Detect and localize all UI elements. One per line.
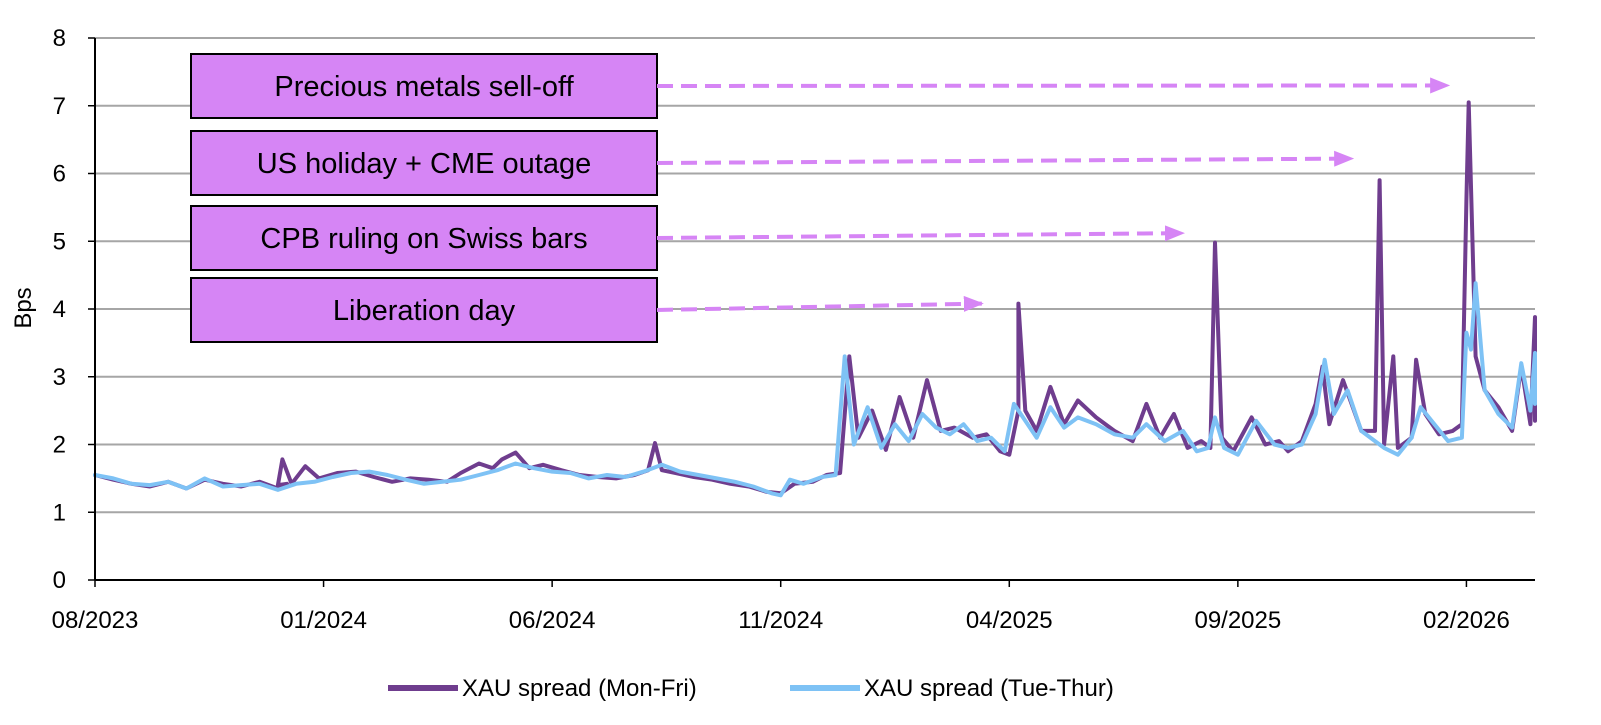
annotation-box <box>190 205 658 271</box>
annotation-arrow <box>656 225 1185 242</box>
legend: XAU spread (Mon-Fri) XAU spread (Tue-Thur… <box>388 675 1114 702</box>
annotation-label: CPB ruling on Swiss bars <box>260 223 587 255</box>
y-tick-label: 6 <box>53 161 66 188</box>
y-tick-label: 8 <box>53 25 66 52</box>
y-tick-label: 4 <box>53 296 66 323</box>
y-axis-title: Bps <box>10 287 37 328</box>
y-tick-label: 3 <box>53 364 66 391</box>
annotation-arrow <box>656 77 1451 94</box>
annotation-box <box>190 130 658 196</box>
y-tick-label: 7 <box>53 93 66 120</box>
x-tick-label: 04/2025 <box>966 607 1053 634</box>
axes: 0 1 2 3 4 5 6 7 8 08/2023 01/2024 06/2024 11/2024 04/… <box>52 25 1535 634</box>
series-lines <box>93 100 1537 498</box>
y-tick-label: 0 <box>53 567 66 594</box>
annotation-label: Liberation day <box>333 295 516 327</box>
x-tick-label: 08/2023 <box>52 607 139 634</box>
legend-label-mon-fri: XAU spread (Mon-Fri) <box>462 675 697 702</box>
annotation-arrow <box>656 295 984 312</box>
annotation-arrow <box>656 150 1355 167</box>
x-tick-label: 06/2024 <box>509 607 596 634</box>
series-line-mon-fri <box>93 100 1537 496</box>
annotation-box <box>190 53 658 119</box>
x-tick-label: 01/2024 <box>280 607 367 634</box>
x-tick-label: 09/2025 <box>1194 607 1281 634</box>
annotation-box <box>190 277 658 343</box>
series-line-tue-thur <box>93 281 1537 498</box>
x-tick-label: 11/2024 <box>738 607 823 634</box>
y-tick-label: 1 <box>53 499 66 526</box>
x-tick-label: 02/2026 <box>1423 607 1510 634</box>
annotation-label: US holiday + CME outage <box>257 148 592 180</box>
annotation-label: Precious metals sell-off <box>274 71 574 103</box>
y-tick-label: 2 <box>53 432 66 459</box>
annotations: Precious metals sell-off US holiday + CME… <box>190 53 1451 343</box>
legend-label-tue-thur: XAU spread (Tue-Thur) <box>864 675 1114 702</box>
y-tick-label: 5 <box>53 228 66 255</box>
